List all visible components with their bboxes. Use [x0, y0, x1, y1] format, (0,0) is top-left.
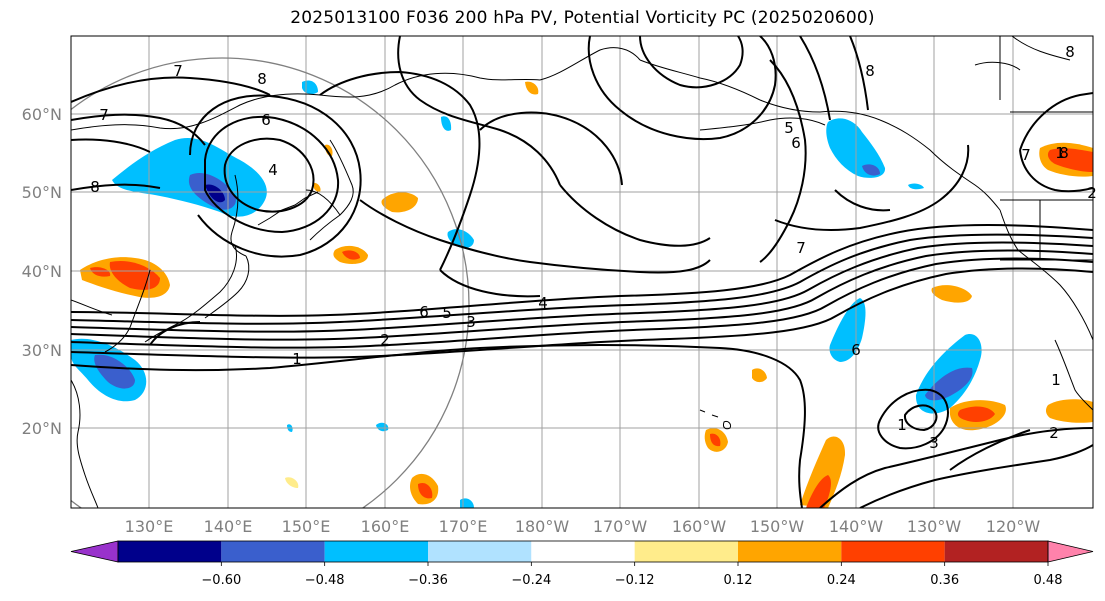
lat-tick-label: 60°N	[22, 105, 62, 124]
range-circle	[71, 57, 470, 508]
colorbar-tick-label: −0.36	[408, 573, 448, 588]
graticule	[71, 36, 1093, 508]
colorbar-tick-label: 0.12	[724, 573, 753, 588]
contour-label: 1	[1055, 144, 1065, 162]
lon-tick-label: 150°E	[282, 517, 331, 536]
colorbar-tick-label: −0.24	[511, 573, 551, 588]
map-title: 2025013100 F036 200 hPa PV, Potential Vo…	[290, 8, 875, 28]
lon-tick-label: 140°E	[204, 517, 253, 536]
contour-label: 2	[380, 331, 390, 349]
lon-tick-label: 160°W	[672, 517, 727, 536]
lon-tick-label: 160°E	[361, 517, 410, 536]
colorbar-segment	[841, 541, 945, 562]
contour-label: 6	[791, 134, 801, 152]
map-frame	[70, 35, 1094, 509]
contour-label: 3	[466, 313, 476, 331]
contour-label: 6	[851, 341, 861, 359]
contour-label: 5	[784, 119, 794, 137]
colorbar-segment	[944, 541, 1048, 562]
colorbar-tick-label: −0.60	[201, 573, 241, 588]
pv-contours	[71, 36, 1093, 508]
longitude-labels: 130°E 140°E 150°E 160°E 170°E 180°W 170°W 160°W…	[125, 517, 1041, 536]
lon-tick-label: 120°W	[986, 517, 1041, 536]
contour-label: 7	[99, 106, 109, 124]
contour-label: 8	[1059, 144, 1069, 162]
contour-label: 7	[796, 239, 806, 257]
contour-label: 7	[1021, 146, 1031, 164]
lat-tick-label: 40°N	[22, 262, 62, 281]
lon-tick-label: 150°W	[750, 517, 805, 536]
contour-label: 5	[442, 304, 452, 322]
contour-label: 3	[929, 434, 939, 452]
contour-label: 2	[1087, 184, 1097, 202]
lon-tick-label: 130°W	[907, 517, 962, 536]
colorbar-segment	[531, 541, 635, 562]
contour-label: 8	[257, 70, 267, 88]
contour-label: 4	[538, 294, 548, 312]
contour-label: 7	[173, 62, 183, 80]
colorbar-tick-label: −0.12	[615, 573, 655, 588]
colorbar-outline	[117, 540, 1049, 563]
map-area	[71, 36, 1093, 508]
colorbar-tick-label: −0.48	[305, 573, 345, 588]
lon-tick-label: 170°E	[439, 517, 488, 536]
lat-tick-label: 30°N	[22, 341, 62, 360]
contour-label: 8	[1065, 43, 1075, 61]
lon-tick-label: 180°W	[515, 517, 570, 536]
lat-tick-label: 50°N	[22, 183, 62, 202]
latitude-labels: 60°N 50°N 40°N 30°N 20°N	[22, 105, 62, 438]
contour-label: 6	[261, 111, 271, 129]
contour-label: 4	[268, 161, 278, 179]
contour-label: 2	[1049, 424, 1059, 442]
contour-label: 1	[292, 350, 302, 368]
lon-tick-label: 130°E	[125, 517, 174, 536]
colorbar-extend-high	[1047, 540, 1094, 563]
colorbar-segment	[634, 541, 738, 562]
contour-label: 1	[897, 416, 907, 434]
colorbar: −0.60 −0.48 −0.36 −0.24 −0.12 0.12 0.24 0.36 0.4…	[70, 540, 1094, 588]
contour-label: 8	[90, 178, 100, 196]
colorbar-segment	[118, 541, 222, 562]
lat-tick-label: 20°N	[22, 419, 62, 438]
colorbar-tick-label: 0.48	[1034, 573, 1063, 588]
contour-label: 1	[1051, 371, 1061, 389]
contour-label: 8	[865, 62, 875, 80]
colorbar-extend-low	[70, 540, 119, 563]
colorbar-tick-label: 0.24	[827, 573, 856, 588]
colorbar-segment	[221, 541, 325, 562]
colorbar-segment	[428, 541, 532, 562]
lon-tick-label: 170°W	[593, 517, 648, 536]
contour-label: 6	[419, 303, 429, 321]
colorbar-tick-label: 0.36	[930, 573, 959, 588]
colorbar-segment	[324, 541, 428, 562]
lon-tick-label: 140°W	[829, 517, 884, 536]
pv-blob-subtropical	[800, 436, 846, 508]
colorbar-segment	[738, 541, 842, 562]
